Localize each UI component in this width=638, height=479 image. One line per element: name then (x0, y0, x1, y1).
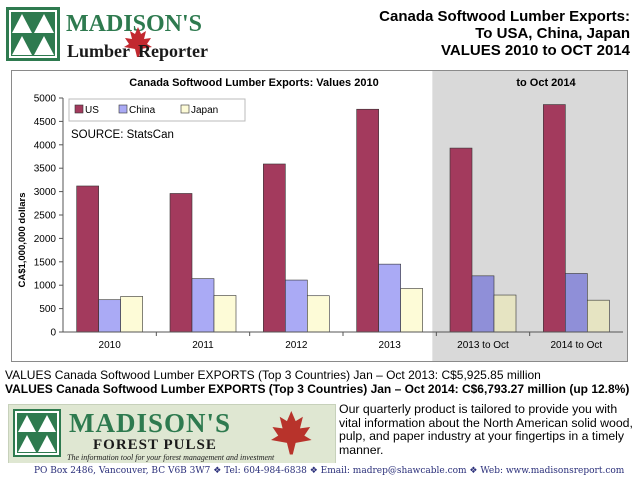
legend-label-us: US (85, 105, 99, 116)
bar-us (76, 185, 99, 333)
bar-china (285, 279, 308, 333)
y-tick-label: 4000 (34, 140, 57, 151)
y-tick-label: 500 (39, 304, 56, 315)
source-annotation: SOURCE: StatsCan (71, 129, 174, 141)
footer-logo-name: MADISON'S (69, 408, 231, 438)
legend-swatch-us (74, 104, 84, 114)
bar-china (471, 275, 495, 333)
bar-japan (213, 295, 237, 333)
bar-us (543, 104, 566, 333)
x-tick-label: 2011 (192, 340, 214, 351)
x-tick-label: 2013 (379, 340, 402, 351)
chart-title-shaded: to Oct 2014 (516, 77, 576, 89)
y-tick-label: 2000 (34, 234, 57, 245)
bar-japan (307, 295, 330, 333)
bar-us (356, 108, 379, 333)
maple-leaf-icon (124, 27, 152, 57)
summary-line-2014: VALUES Canada Softwood Lumber EXPORTS (T… (5, 382, 630, 396)
logo-sub-right: Reporter (138, 41, 208, 61)
lumber-reporter-logo: MADISON'S Lumber Reporter (6, 7, 216, 61)
product-blurb: Our quarterly product is tailored to pro… (339, 402, 633, 457)
summary-line-2013: VALUES Canada Softwood Lumber EXPORTS (T… (5, 368, 541, 382)
logo-name: MADISON'S (66, 11, 202, 37)
contact-strip: PO Box 2486, Vancouver, BC V6B 3W7 ❖ Tel… (0, 463, 638, 479)
bar-us (449, 147, 473, 333)
forest-pulse-banner: MADISON'S FOREST PULSE The information t… (8, 404, 336, 464)
footer-tagline: The information tool for your forest man… (67, 453, 275, 462)
bar-us (263, 163, 286, 333)
y-tick-label: 5000 (34, 94, 57, 105)
legend-label-japan: Japan (191, 105, 218, 116)
bar-china (378, 263, 401, 333)
y-tick-label: 1000 (34, 281, 57, 292)
x-tick-label: 2010 (99, 340, 122, 351)
legend: US China Japan (68, 98, 246, 122)
y-tick-label: 4500 (34, 117, 57, 128)
bar-japan (587, 299, 610, 333)
y-tick-label: 3500 (34, 164, 57, 175)
chart-canvas: 0 500 1000 1500 2000 2500 3000 3500 4000 4500 5000… (11, 70, 628, 362)
logo-sub-left: Lumber (67, 41, 130, 61)
x-tick-label: 2012 (285, 340, 308, 351)
bar-japan (493, 294, 517, 333)
legend-label-china: China (129, 105, 156, 116)
bar-china (98, 299, 121, 333)
y-tick-label: 1500 (34, 257, 57, 268)
bar-japan (400, 288, 423, 333)
bar-china (191, 278, 215, 333)
footer-logo-sub: FOREST PULSE (93, 437, 217, 453)
y-tick-label: 3000 (34, 187, 57, 198)
legend-swatch-china (118, 104, 128, 114)
footer-maple-leaf-icon (271, 411, 312, 455)
x-tick-label: 2014 to Oct (550, 340, 602, 351)
legend-swatch-japan (180, 104, 190, 114)
x-tick-label: 2013 to Oct (457, 340, 509, 351)
bar-japan (120, 296, 143, 333)
contact-text: PO Box 2486, Vancouver, BC V6B 3W7 ❖ Tel… (34, 466, 625, 476)
footer-tree-tile-icon (13, 409, 61, 457)
header-title-line1: Canada Softwood Lumber Exports: (379, 8, 630, 25)
bar-chart: 0 500 1000 1500 2000 2500 3000 3500 4000 4500 5000… (11, 70, 628, 362)
header-title-line3: VALUES 2010 to OCT 2014 (441, 42, 630, 59)
y-tick-label: 2500 (34, 211, 57, 222)
chart-title: Canada Softwood Lumber Exports: Values 2… (129, 77, 378, 89)
header-title-line2: To USA, China, Japan (475, 25, 630, 42)
y-axis-label: CA$1,000,000 dollars (17, 192, 28, 287)
bar-us (169, 193, 193, 333)
bar-china (565, 273, 588, 333)
y-tick-label: 0 (50, 328, 56, 339)
